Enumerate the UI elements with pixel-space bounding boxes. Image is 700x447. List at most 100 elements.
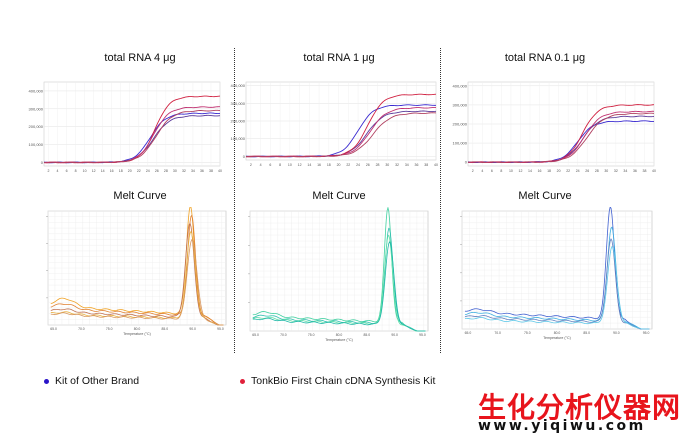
- x-tick-label: 90.0: [613, 331, 620, 335]
- watermark-logo: 生化分析仪器网: [478, 391, 682, 424]
- chart-title-1ug: total RNA 1 μg: [303, 52, 375, 64]
- x-tick-label: 38: [424, 163, 428, 167]
- y-tick-label: 300,000: [231, 101, 246, 106]
- x-tick-label: 20: [128, 169, 132, 173]
- x-tick-label: 95.0: [419, 333, 426, 337]
- chart-title-4ug: total RNA 4 μg: [104, 52, 176, 64]
- legend-other-brand: Kit of Other Brand: [44, 375, 139, 387]
- melt-curve-chart-3: 65.0 70.0 75.0 80.0 85.0 90.0 95.0 Temperature …: [460, 207, 653, 340]
- x-tick-label: 16: [538, 169, 542, 173]
- x-tick-label: 2: [250, 163, 252, 167]
- legend-dot-other-brand: [44, 378, 49, 384]
- x-tick-label: 34: [623, 169, 627, 173]
- y-tick-label: 300,000: [453, 102, 468, 107]
- x-tick-label: 70.0: [280, 333, 287, 337]
- melt-title-3: Melt Curve: [518, 190, 572, 202]
- y-tick-label: 100,000: [231, 136, 246, 141]
- x-tick-label: 36: [200, 169, 204, 173]
- x-tick-label: 16: [110, 169, 114, 173]
- x-tick-label: 32: [614, 169, 618, 173]
- x-tick-label: 30: [604, 169, 608, 173]
- melt-series-line-2: [50, 222, 224, 326]
- x-tick-label: 32: [395, 163, 399, 167]
- y-tick-label: 0: [465, 160, 468, 165]
- x-tick-label: 75.0: [308, 333, 315, 337]
- melt-series-line-3: [252, 241, 426, 332]
- melt-title-1: Melt Curve: [113, 190, 167, 202]
- x-tick-label: 24: [576, 169, 580, 173]
- melt-series-line-1: [252, 227, 426, 332]
- x-tick-label: 26: [585, 169, 589, 173]
- x-tick-label: 85.0: [364, 333, 371, 337]
- x-tick-label: 36: [633, 169, 637, 173]
- x-tick-label: 38: [209, 169, 213, 173]
- x-tick-label: 70.0: [78, 327, 85, 331]
- legend-dot-tonkbio: [240, 378, 245, 384]
- series-line-tonkbio-4: [43, 109, 221, 164]
- x-tick-label: 28: [376, 163, 380, 167]
- x-axis-label: Temperature (°C): [123, 332, 151, 336]
- melt-series-line-4: [50, 239, 224, 326]
- x-tick-label: 20: [557, 169, 561, 173]
- x-tick-label: 2: [472, 169, 474, 173]
- melt-curve-chart-1: 65.0 70.0 75.0 80.0 85.0 90.0 95.0 Temperature …: [46, 207, 227, 336]
- x-tick-label: 36: [415, 163, 419, 167]
- x-tick-label: 32: [182, 169, 186, 173]
- x-tick-label: 10: [288, 163, 292, 167]
- y-tick-label: 0: [243, 154, 246, 159]
- x-tick-label: 8: [75, 169, 77, 173]
- x-tick-label: 22: [346, 163, 350, 167]
- x-tick-label: 26: [366, 163, 370, 167]
- y-tick-label: 400,000: [453, 83, 468, 88]
- x-tick-label: 14: [101, 169, 105, 173]
- x-tick-label: 95.0: [217, 327, 224, 331]
- x-tick-label: 24: [356, 163, 360, 167]
- watermark-url: www.yiqiwu.com: [478, 418, 646, 434]
- x-tick-label: 34: [191, 169, 195, 173]
- x-tick-label: 16: [317, 163, 321, 167]
- x-tick-label: 18: [119, 169, 123, 173]
- x-tick-label: 65.0: [252, 333, 259, 337]
- y-tick-label: 200,000: [453, 122, 468, 127]
- x-tick-label: 18: [327, 163, 331, 167]
- chart-title-01ug: total RNA 0.1 μg: [504, 52, 586, 64]
- x-tick-label: 2: [48, 169, 50, 173]
- x-tick-label: 90.0: [189, 327, 196, 331]
- x-tick-label: 14: [307, 163, 311, 167]
- legend-label-tonkbio: TonkBio First Chain cDNA Synthesis Kit: [251, 375, 436, 387]
- x-tick-label: 22: [566, 169, 570, 173]
- legend-tonkbio: TonkBio First Chain cDNA Synthesis Kit: [240, 375, 435, 387]
- x-tick-label: 14: [528, 169, 532, 173]
- x-tick-label: 40: [434, 163, 438, 167]
- x-tick-label: 4: [481, 169, 483, 173]
- x-tick-label: 85.0: [162, 327, 169, 331]
- melt-series-line-0: [252, 207, 426, 332]
- divider-right: [440, 48, 441, 353]
- x-tick-label: 10: [509, 169, 513, 173]
- melt-title-2: Melt Curve: [312, 190, 366, 202]
- melt-series-line-1: [50, 214, 224, 326]
- x-tick-label: 8: [279, 163, 281, 167]
- x-tick-label: 65.0: [50, 327, 57, 331]
- melt-curve-chart-2: 65.0 70.0 75.0 80.0 85.0 90.0 95.0 Temperature …: [248, 207, 429, 342]
- x-tick-label: 22: [137, 169, 141, 173]
- x-tick-label: 95.0: [643, 331, 650, 335]
- x-tick-label: 12: [298, 163, 302, 167]
- x-axis-label: Temperature (°C): [325, 338, 353, 342]
- melt-series-line-0: [50, 207, 224, 326]
- x-tick-label: 80.0: [134, 327, 141, 331]
- series-line-tonkbio-4: [245, 112, 437, 158]
- series-line-tonkbio-4: [467, 112, 655, 163]
- x-tick-label: 4: [260, 163, 262, 167]
- y-tick-label: 300,000: [29, 106, 44, 111]
- x-tick-label: 6: [269, 163, 271, 167]
- x-tick-label: 8: [500, 169, 502, 173]
- x-tick-label: 38: [643, 169, 647, 173]
- x-tick-label: 30: [173, 169, 177, 173]
- y-tick-label: 200,000: [29, 124, 44, 129]
- x-tick-label: 80.0: [336, 333, 343, 337]
- x-tick-label: 85.0: [583, 331, 590, 335]
